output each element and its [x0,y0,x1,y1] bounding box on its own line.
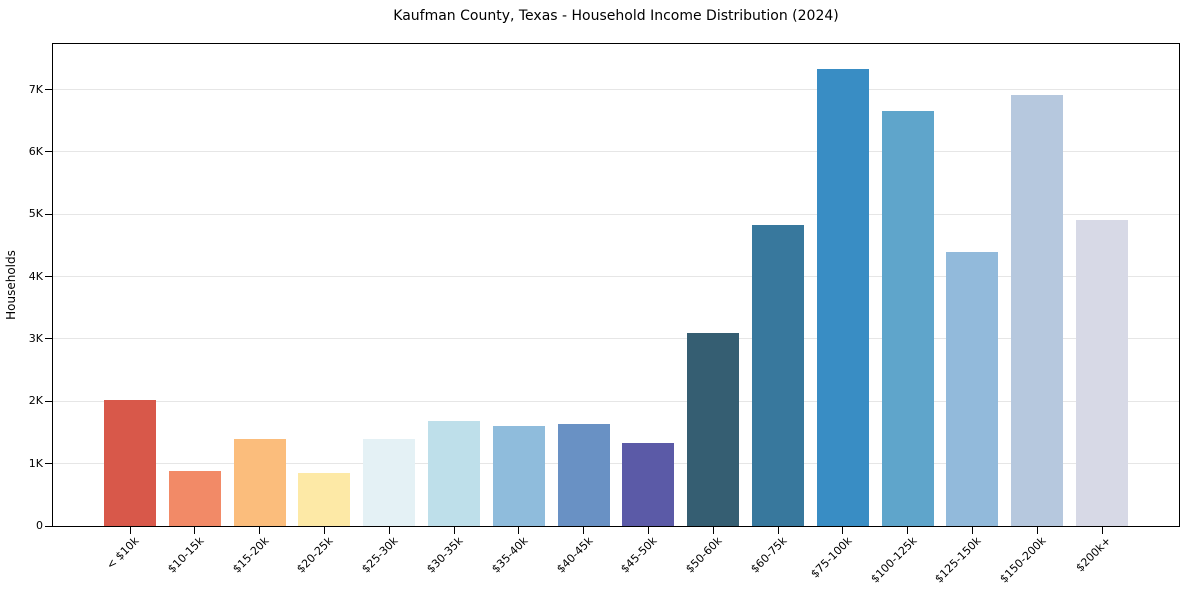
bar-25-30k [363,438,416,526]
y-tick-label: 4K [28,269,43,283]
x-tick-mark [129,527,131,534]
bar-100-125k [881,110,934,526]
axis-spine-left [52,43,53,527]
gridline [53,338,1179,340]
x-tick-mark [1036,527,1038,534]
bar-35-40k [492,425,545,526]
x-tick-mark [259,527,261,534]
bar-50-60k [687,333,740,526]
chart-title: Kaufman County, Texas - Household Income… [393,8,839,24]
gridline [53,213,1179,215]
bar-200k [1076,219,1128,526]
y-tick-mark [45,338,52,340]
y-tick-label: 5K [28,207,43,221]
bar-40-45k [557,424,610,526]
gridline [53,400,1179,402]
y-tick-label: 6K [28,144,43,158]
x-tick-mark [777,527,779,534]
x-tick-label: < $10k [103,534,142,572]
bar-125-150k [946,251,999,526]
x-tick-mark [971,527,973,534]
x-tick-mark [583,527,585,534]
gridline [53,89,1179,91]
y-tick-label: 0 [36,519,43,532]
gridline [53,463,1179,465]
x-tick-mark [194,527,196,534]
gridline [53,151,1179,153]
bar-75-100k [816,68,869,526]
axis-spine-right [1179,43,1180,527]
y-axis-label: Households [4,250,18,320]
bar-15-20k [233,438,286,526]
gridline [53,276,1179,278]
axis-spine-bottom [52,526,1180,527]
bar-60-75k [752,225,804,526]
y-tick-mark [45,276,52,278]
x-tick-mark [388,527,390,534]
y-tick-mark [45,400,52,402]
y-tick-label: 7K [28,82,43,96]
y-tick-mark [45,525,52,527]
y-tick-mark [45,151,52,153]
x-tick-mark [907,527,909,534]
bar-150-200k [1011,95,1064,526]
x-tick-mark [518,527,520,534]
x-tick-mark [647,527,649,534]
y-tick-label: 1K [28,456,43,470]
y-tick-mark [45,213,52,215]
y-tick-mark [45,463,52,465]
bar-10-15k [168,470,221,526]
axis-spine-top [52,43,1180,44]
y-tick-label: 3K [28,331,43,345]
y-tick-label: 2K [28,394,43,408]
bar-45-50k [622,443,675,526]
bar-20-25k [298,473,351,526]
x-tick-mark [842,527,844,534]
y-tick-mark [45,89,52,91]
x-tick-mark [712,527,714,534]
x-tick-mark [323,527,325,534]
bar-10k [104,400,156,526]
bar-30-35k [428,420,480,526]
x-tick-mark [453,527,455,534]
plot-area [53,44,1179,526]
x-tick-mark [1101,527,1103,534]
